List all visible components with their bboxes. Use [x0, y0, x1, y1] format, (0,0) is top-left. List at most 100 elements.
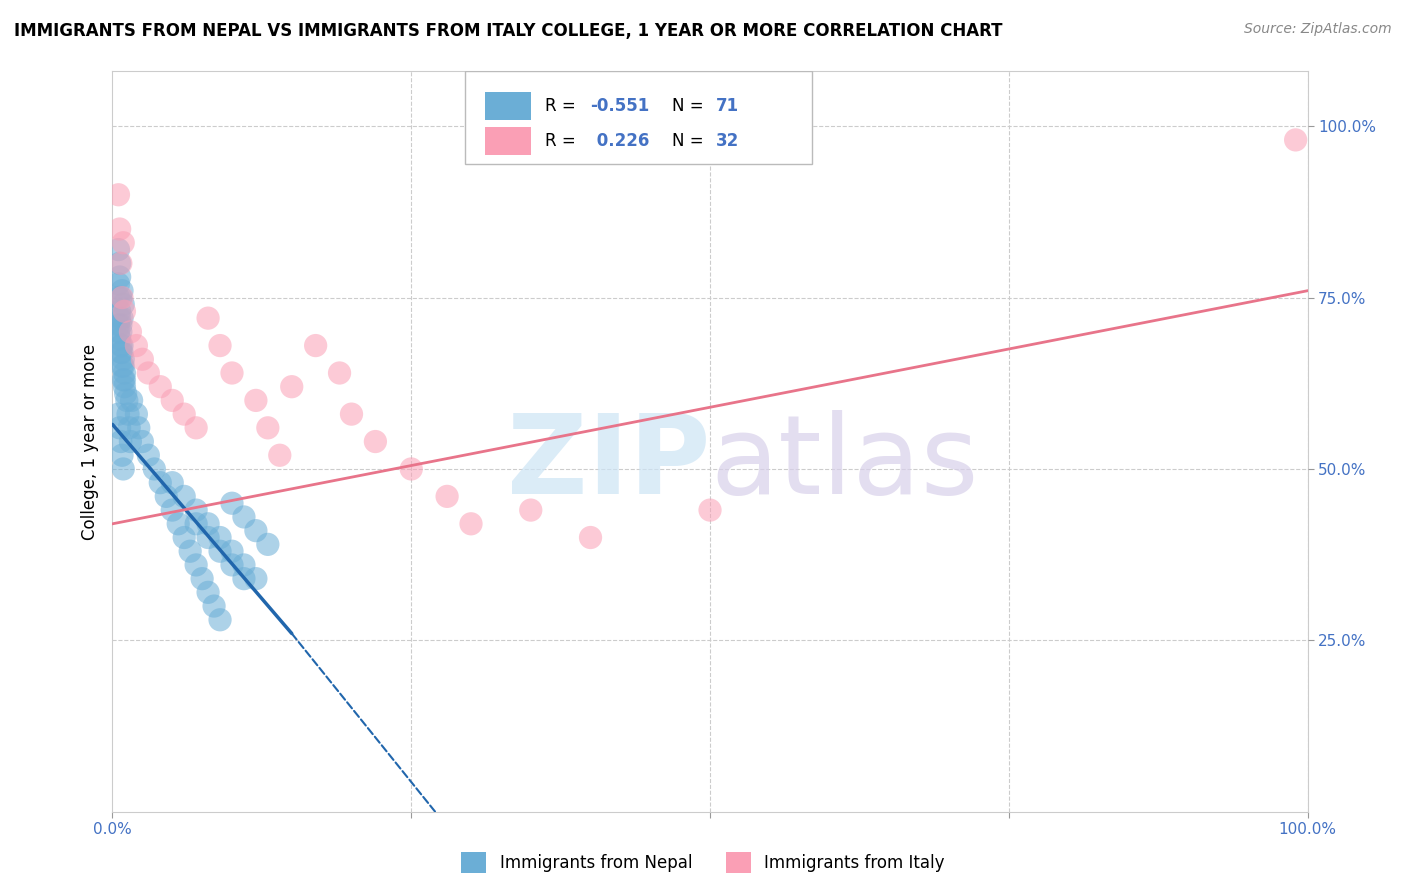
Point [111, 359, 134, 373]
Point [209, 544, 232, 558]
FancyBboxPatch shape [485, 127, 531, 155]
Point [305, 338, 328, 352]
Text: 32: 32 [716, 132, 740, 150]
Point [107, 325, 129, 339]
Point [117, 407, 139, 421]
Point [111, 338, 134, 352]
Point [138, 448, 160, 462]
Text: 0.226: 0.226 [591, 132, 650, 150]
Point [107, 277, 129, 291]
Text: R =: R = [546, 97, 581, 115]
Point [107, 291, 129, 305]
Text: -0.551: -0.551 [591, 97, 650, 115]
Point [436, 489, 458, 503]
Point [118, 421, 141, 435]
Point [114, 386, 136, 401]
Point [114, 304, 135, 318]
Point [179, 544, 201, 558]
Point [128, 421, 150, 435]
Point [257, 537, 280, 551]
Point [112, 297, 135, 311]
Point [110, 256, 132, 270]
Point [111, 448, 134, 462]
Point [186, 421, 208, 435]
Point [209, 338, 232, 352]
FancyBboxPatch shape [465, 71, 811, 164]
Point [111, 311, 134, 326]
Point [112, 462, 135, 476]
Point [107, 318, 129, 332]
Point [125, 338, 148, 352]
Point [111, 345, 134, 359]
Point [110, 291, 132, 305]
Point [111, 291, 134, 305]
Point [107, 187, 129, 202]
Point [108, 270, 131, 285]
Point [112, 352, 135, 367]
Text: N =: N = [672, 132, 709, 150]
Point [114, 366, 135, 380]
Point [108, 332, 131, 346]
Point [125, 407, 148, 421]
Point [269, 448, 291, 462]
Text: IMMIGRANTS FROM NEPAL VS IMMIGRANTS FROM ITALY COLLEGE, 1 YEAR OR MORE CORRELATI: IMMIGRANTS FROM NEPAL VS IMMIGRANTS FROM… [14, 22, 1002, 40]
Point [186, 558, 208, 572]
Point [112, 235, 135, 250]
Point [364, 434, 387, 449]
Point [167, 516, 190, 531]
Point [221, 496, 243, 510]
Point [107, 243, 129, 257]
Point [245, 393, 267, 408]
Point [114, 373, 135, 387]
Point [699, 503, 721, 517]
Point [108, 304, 131, 318]
Point [138, 366, 160, 380]
Point [112, 373, 135, 387]
Point [233, 572, 256, 586]
Point [173, 407, 195, 421]
Point [233, 558, 256, 572]
Point [114, 380, 135, 394]
Point [131, 434, 153, 449]
Point [110, 434, 132, 449]
Point [233, 510, 256, 524]
Point [110, 318, 132, 332]
Point [162, 393, 183, 408]
Point [197, 585, 219, 599]
FancyBboxPatch shape [485, 92, 531, 120]
Point [107, 407, 129, 421]
Y-axis label: College, 1 year or more: College, 1 year or more [80, 343, 98, 540]
Point [329, 366, 352, 380]
Point [209, 531, 232, 545]
Point [149, 380, 172, 394]
Point [221, 366, 243, 380]
Point [197, 311, 219, 326]
Point [108, 311, 131, 326]
Point [108, 256, 131, 270]
Point [173, 489, 195, 503]
Point [110, 345, 132, 359]
Point [221, 544, 243, 558]
Point [1285, 133, 1308, 147]
Point [186, 503, 208, 517]
Point [186, 516, 208, 531]
Point [162, 503, 183, 517]
Point [111, 284, 134, 298]
Point [221, 558, 243, 572]
Point [108, 222, 131, 236]
Point [340, 407, 363, 421]
Point [202, 599, 225, 613]
Text: R =: R = [546, 132, 581, 150]
Point [162, 475, 183, 490]
Text: atlas: atlas [710, 410, 979, 517]
Point [281, 380, 304, 394]
Point [245, 572, 267, 586]
Point [173, 531, 195, 545]
Point [143, 462, 166, 476]
Point [401, 462, 423, 476]
Point [520, 503, 543, 517]
Text: N =: N = [672, 97, 709, 115]
Point [120, 325, 142, 339]
Text: Source: ZipAtlas.com: Source: ZipAtlas.com [1244, 22, 1392, 37]
Point [191, 572, 214, 586]
